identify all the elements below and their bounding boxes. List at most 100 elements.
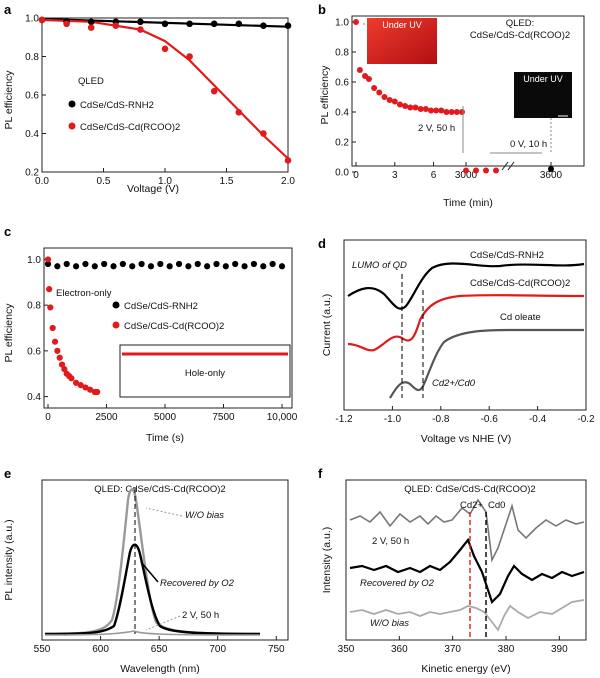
panel-d: d -1.2 -1.0 -0.8 -0.6 -0.4 -0.2 LUMO of QD Cd…: [318, 236, 595, 445]
b-point-s0: [422, 106, 429, 112]
c-ytick-label: 1.0: [27, 255, 41, 266]
d-label-rnh2: CdSe/CdS-RNH2: [470, 250, 544, 261]
e-xtick-label: 600: [92, 644, 109, 655]
b-point-s0: [365, 76, 372, 82]
b-point-s0: [353, 19, 359, 25]
a-point-s1: [260, 130, 267, 137]
b-ytick-label: 0.4: [335, 108, 349, 119]
f-xlabel: Kinetic energy (eV): [421, 663, 510, 675]
b-break-1: [501, 161, 509, 171]
d-xtick-label: -0.2: [577, 414, 595, 425]
c-point-s1: [72, 379, 80, 386]
b-xtick-label: 3600: [540, 170, 563, 181]
e-curve-2v: [44, 630, 261, 636]
c-point-s0: [63, 260, 70, 268]
c-point-s0: [166, 263, 173, 270]
b-point-s0: [427, 107, 434, 114]
f-xtick-label: 360: [391, 644, 408, 655]
a-ytick-label: 0.2: [25, 168, 39, 179]
f-marker-cd0: Cd0: [488, 500, 505, 511]
a-point-s0: [210, 20, 218, 28]
e-frame: [41, 479, 289, 641]
b-xtick-label: 0: [353, 170, 359, 181]
a-point-s0: [284, 22, 292, 30]
b-point-s0: [391, 98, 398, 105]
b-title-1: QLED:: [506, 18, 535, 29]
e-xlabel: Wavelength (nm): [120, 663, 200, 675]
c-point-s0: [204, 263, 211, 270]
panel-b: b 0 3 6 3000 3600 0.0 0.2 0.4 0.6 0.8 1.0 Under UV…: [318, 2, 585, 209]
d-curve-rnh2: [347, 262, 585, 310]
c-point-s0: [110, 263, 117, 270]
b-point-s0: [402, 103, 409, 109]
a-legend-rcoo: CdSe/CdS-Cd(RCOO)2: [80, 122, 180, 133]
c-point-s1: [49, 324, 56, 332]
c-point-s0: [175, 260, 183, 268]
c-legend-rcoo: CdSe/CdS-Cd(RCOO)2: [124, 321, 224, 332]
a-point-s1: [284, 157, 292, 164]
c-point-s0: [91, 263, 98, 270]
c-point-s1: [47, 304, 54, 311]
c-point-s0: [101, 260, 108, 268]
b-anno-0v: 0 V, 10 h: [510, 139, 547, 150]
b-point-s0: [371, 85, 378, 91]
b-point-s0: [356, 67, 363, 73]
c-point-s1: [54, 347, 61, 354]
c-point-s0: [129, 263, 136, 270]
b-ytick-label: 0.0: [335, 168, 349, 179]
a-point-s1: [112, 22, 120, 30]
d-xlabel: Voltage vs NHE (V): [421, 433, 511, 445]
b-point-s0: [438, 107, 445, 114]
panel-letter-f: f: [318, 466, 323, 481]
c-point-s0: [54, 263, 61, 270]
a-point-s0: [235, 20, 243, 28]
d-label-cdoleate: Cd oleate: [500, 312, 541, 323]
a-point-s1: [235, 109, 243, 116]
d-xtick-label: -0.8: [432, 414, 450, 425]
panel-c: c 0 2500 5000 7500 10,000 0.4 0.6 0.8 1.0 Hole-o…: [3, 224, 298, 444]
c-point-s0: [222, 263, 229, 270]
b-xtick-label: 6: [431, 170, 437, 181]
c-inset-label: Hole-only: [185, 368, 225, 379]
c-point-s0: [232, 260, 239, 268]
c-point-s1: [82, 384, 89, 391]
b-point-s0: [453, 109, 460, 115]
c-point-s0: [278, 263, 286, 270]
a-xtick-label: 0.0: [35, 176, 49, 187]
a-xtick-label: 1.0: [158, 176, 172, 187]
c-point-s0: [185, 263, 192, 270]
e-curve-wo-bias: [44, 488, 261, 636]
c-point-s1: [46, 286, 53, 293]
c-point-s1: [58, 361, 66, 368]
c-xtick-label: 5000: [154, 412, 177, 423]
panel-letter-e: e: [4, 466, 11, 481]
b-xtick-label: 3: [392, 170, 398, 181]
panel-letter-d: d: [318, 236, 326, 251]
d-curve-rcoo: [347, 294, 585, 352]
b-ytick-label: 0.8: [335, 48, 349, 59]
panel-letter-b: b: [318, 2, 326, 17]
c-xlabel: Time (s): [146, 432, 184, 444]
c-xtick-label: 7500: [212, 412, 235, 423]
c-point-s0: [194, 260, 201, 268]
d-xtick-label: -0.6: [481, 414, 499, 425]
a-xtick-label: 2.0: [281, 176, 295, 187]
c-legend-title: Electron-only: [56, 288, 112, 299]
a-point-s1: [186, 53, 193, 60]
e-xtick-label: 700: [209, 644, 226, 655]
c-ytick-label: 0.8: [27, 301, 41, 312]
e-ylabel: PL intensity (a.u.): [3, 519, 15, 600]
e-xtick-label: 750: [268, 644, 285, 655]
d-xtick-label: -1.0: [384, 414, 402, 425]
a-point-s0: [260, 22, 267, 30]
d-anno-cd: Cd2+/Cd0: [432, 378, 476, 389]
c-point-s0: [138, 260, 145, 268]
b-xtick-label: 3000: [455, 170, 478, 181]
d-xtick-label: -0.4: [529, 414, 547, 425]
c-point-s0: [260, 263, 267, 270]
a-fit-line-1: [41, 18, 289, 160]
f-label-wo: W/O bias: [370, 618, 409, 629]
c-point-s1: [87, 386, 94, 393]
e-curve-recovered: [44, 543, 261, 636]
